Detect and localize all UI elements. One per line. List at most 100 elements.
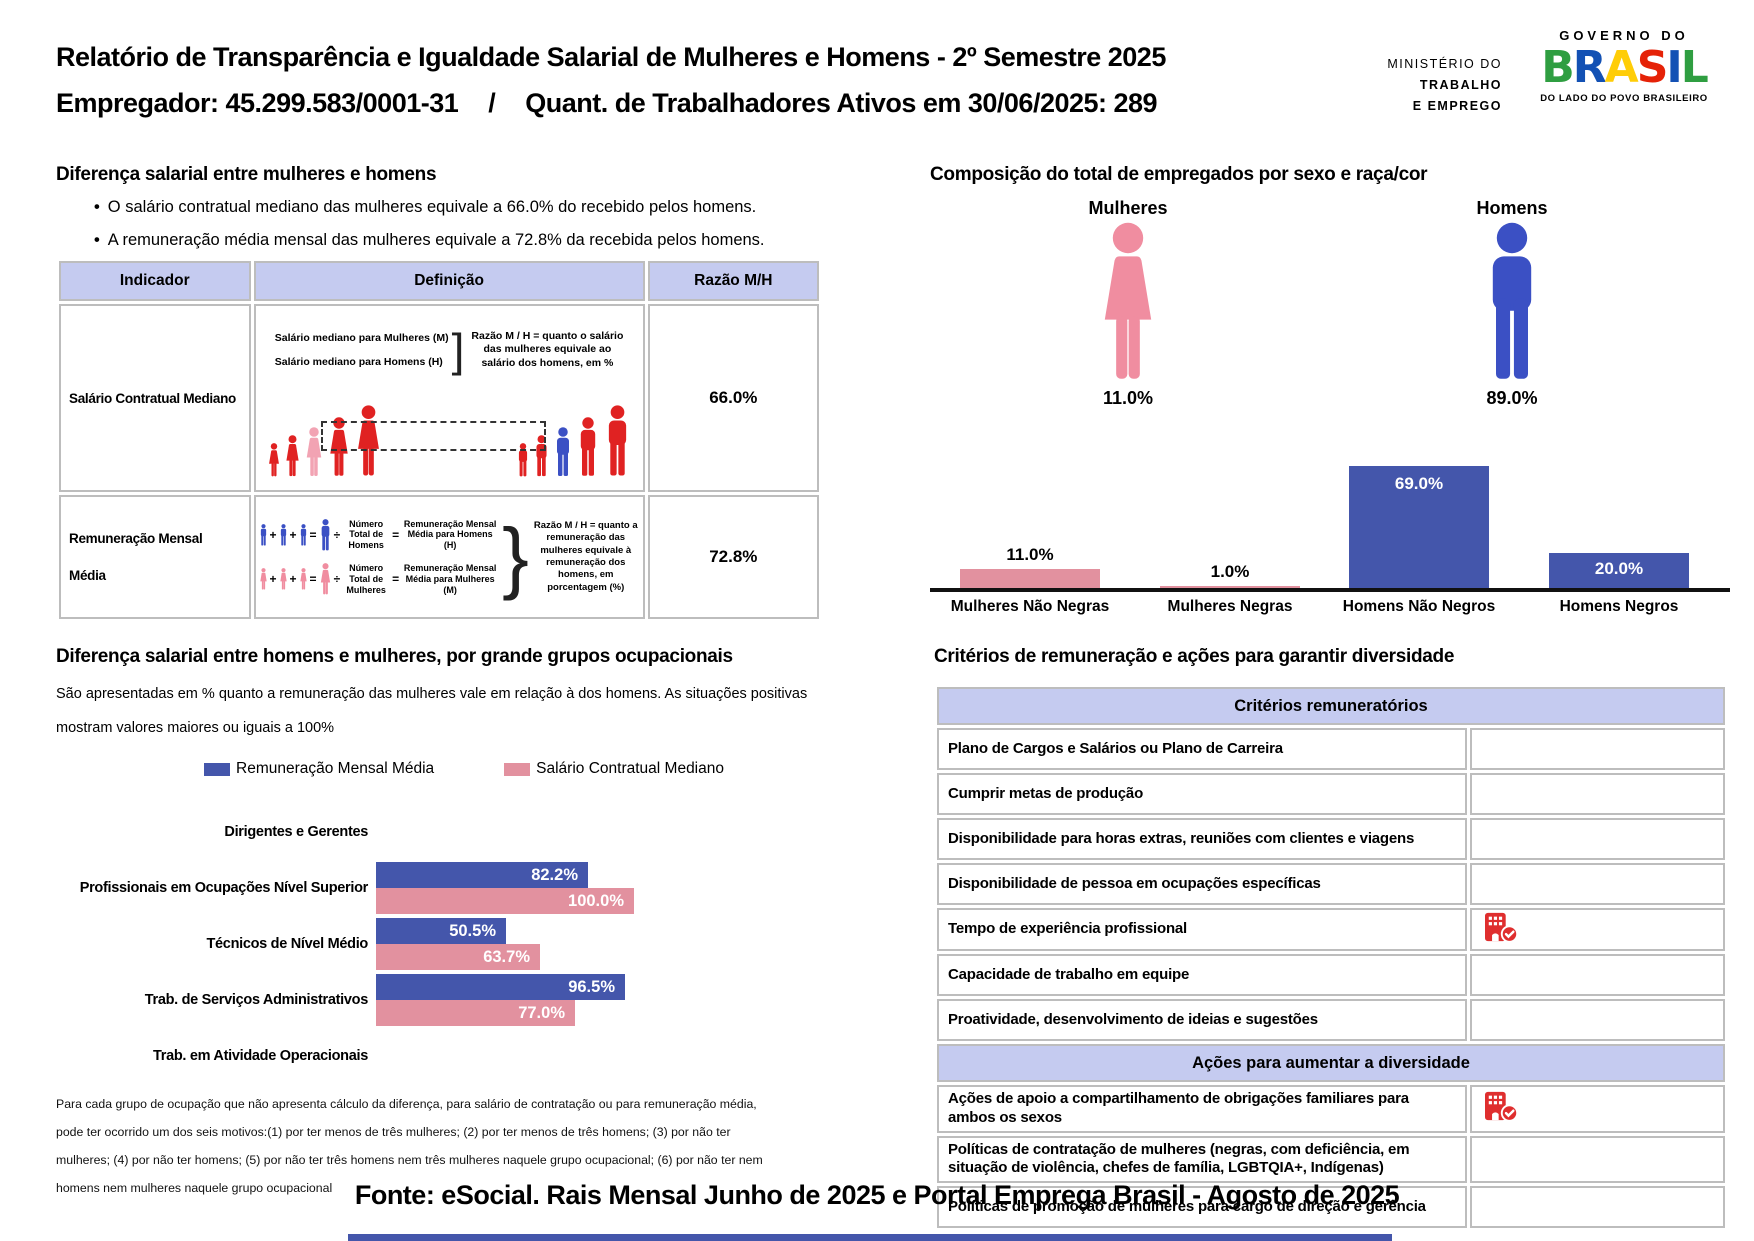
category-label: Homens Negros (1559, 598, 1679, 615)
ratio-definition-note: Razão M / H = quanto a remuneração das m… (533, 519, 638, 593)
indicator-label: Salário Contratual Mediano (59, 304, 251, 492)
bar (1160, 586, 1300, 588)
separator: / (488, 88, 496, 118)
male-person-icon (1492, 222, 1532, 379)
criteria-row: Ações de apoio a compartilhamento de obr… (937, 1085, 1725, 1133)
criteria-row: Proatividade, desenvolvimento de ideias … (937, 999, 1725, 1041)
occupational-subtitle-1: São apresentadas em % quanto a remuneraç… (56, 686, 808, 702)
criteria-row: Disponibilidade de pessoa em ocupações e… (937, 863, 1725, 905)
criteria-title: Critérios de remuneração e ações para ga… (934, 646, 1455, 667)
occupational-title: Diferença salarial entre homens e mulher… (56, 646, 733, 667)
woman-figure-icon (259, 568, 267, 590)
occupation-group-tecnicos: Técnicos de Nível Médio 50.5% 63.7% (56, 916, 826, 972)
bar: 20.0% (1549, 553, 1689, 588)
criteria-check-cell (1470, 863, 1725, 905)
brasil-logo-word: BRASIL (1541, 42, 1709, 93)
ministry-line-1: MINISTÉRIO DO (1387, 57, 1502, 71)
gov-logo-tagline: DO LADO DO POVO BRASILEIRO (1540, 93, 1708, 104)
criteria-row: Disponibilidade para horas extras, reuni… (937, 818, 1725, 860)
woman-figure-icon (320, 563, 330, 595)
legend-swatch-blue (204, 762, 230, 776)
bar-value-label: 1.0% (1210, 562, 1250, 581)
criteria-check-cell (1470, 999, 1725, 1041)
bar-remuneracao-media: 82.2% (376, 862, 588, 888)
men-formula-row: + + = ÷ Número Total de Homens = Remuner… (259, 519, 500, 551)
composition-bar-chart: 11.0% 1.0% 69.0% 20.0% (930, 444, 1730, 592)
legend-remuneracao-media: Remuneração Mensal Média (204, 760, 434, 778)
bar (960, 569, 1100, 588)
occupational-subtitle-2: mostram valores maiores ou iguais a 100% (56, 720, 335, 736)
column-header-indicador: Indicador (59, 261, 251, 301)
criteria-check-cell (1470, 773, 1725, 815)
criteria-check-cell (1470, 908, 1725, 951)
bar-homens-negros: 20.0% (1549, 444, 1689, 588)
active-workers: Quant. de Trabalhadores Ativos em 30/06/… (525, 88, 1158, 118)
governo-do-brasil-logo: GOVERNO DO BRASIL DO LADO DO POVO BRASIL… (1528, 28, 1720, 104)
criteria-check-cell (1470, 1085, 1725, 1133)
woman-figure-icon (299, 568, 307, 590)
category-label: Mulheres Não Negras (950, 598, 1110, 615)
male-group-label: Homens (1476, 198, 1548, 218)
bar: 69.0% (1349, 466, 1489, 588)
criteria-row: Cumprir metas de produção (937, 773, 1725, 815)
source-footer: Fonte: eSocial. Rais Mensal Junho de 202… (354, 1180, 1400, 1210)
column-header-razao: Razão M/H (647, 261, 819, 301)
company-check-icon (1483, 911, 1519, 944)
man-figure-median-icon (556, 427, 569, 476)
women-result-label: Remuneração Mensal Média para Mulheres (… (403, 563, 497, 595)
ratio-value-mean: 72.8% (647, 495, 819, 619)
female-percentage: 11.0% (1102, 388, 1154, 408)
woman-figure-icon (285, 435, 299, 477)
criteria-row: Tempo de experiência profissional (937, 908, 1725, 951)
bar-remuneracao-media: 96.5% (376, 974, 625, 1000)
employer-id: Empregador: 45.299.583/0001-31 (56, 88, 459, 118)
bullet-dot: • (94, 198, 100, 216)
bar-mulheres-negras: 1.0% (1160, 444, 1300, 588)
bar-value-label: 11.0% (1006, 545, 1054, 564)
salary-gap-table: Indicador Definição Razão M/H Salário Co… (56, 258, 822, 622)
company-check-icon (1483, 1090, 1519, 1123)
criteria-check-cell (1470, 954, 1725, 996)
criteria-check-cell (1470, 1186, 1725, 1228)
ratio-definition-note: Razão M / H = quanto o salário das mulhe… (471, 329, 624, 369)
median-dashed-box (320, 421, 546, 451)
ministry-line-2: TRABALHO (1419, 78, 1502, 92)
table-header-row: Indicador Definição Razão M/H (59, 261, 819, 301)
ministry-line-3: E EMPREGO (1412, 99, 1502, 113)
man-figure-icon (260, 523, 266, 546)
woman-figure-icon (268, 443, 279, 477)
woman-figure-icon (279, 568, 287, 590)
occupational-footnote: Para cada grupo de ocupação que não apre… (56, 1097, 763, 1195)
table-row-salario-mediano: Salário Contratual Mediano Salário media… (59, 304, 819, 492)
ministry-logo: MINISTÉRIO DO TRABALHO E EMPREGO (1350, 54, 1502, 117)
criteria-table: Critérios remuneratórios Plano de Cargos… (934, 684, 1728, 1231)
bullet-dot: • (94, 231, 100, 249)
occupation-group-superior: Profissionais em Ocupações Nível Superio… (56, 860, 826, 916)
female-person-icon (1104, 222, 1152, 379)
bracket-glyph: ] (451, 324, 465, 376)
definition-diagram-median: Salário mediano para Mulheres (M) Salári… (253, 304, 645, 492)
salary-gap-title: Diferença salarial entre mulheres e home… (56, 164, 437, 185)
bar-mulheres-nao-negras: 11.0% (960, 444, 1100, 588)
definition-diagram-mean: + + = ÷ Número Total de Homens = Remuner… (253, 495, 645, 619)
legend-swatch-pink (504, 762, 531, 776)
category-label: Homens Não Negros (1342, 598, 1496, 615)
composition-title: Composição do total de empregados por se… (930, 164, 1428, 185)
category-label: Mulheres Negras (1167, 598, 1293, 615)
women-formula-row: + + = ÷ Número Total de Mulheres = Remun… (259, 563, 500, 595)
occupation-group-dirigentes: Dirigentes e Gerentes (224, 823, 368, 840)
legend-salario-mediano: Salário Contratual Mediano (504, 760, 724, 778)
criteria-row: Capacidade de trabalho em equipe (937, 954, 1725, 996)
occupation-group-administrativos: Trab. de Serviços Administrativos 96.5% … (56, 972, 826, 1028)
criteria-section-header-2: Ações para aumentar a diversidade (937, 1044, 1725, 1082)
bar-value-label: 20.0% (1594, 559, 1644, 578)
men-result-label: Remuneração Mensal Média para Homens (H) (403, 518, 497, 551)
male-percentage: 89.0% (1486, 388, 1538, 408)
bar-homens-nao-negros: 69.0% (1349, 444, 1489, 588)
man-figure-icon (300, 523, 306, 546)
criteria-row: Políticas de contratação de mulheres (ne… (937, 1135, 1725, 1183)
female-group-label: Mulheres (1088, 198, 1168, 218)
man-figure-icon (280, 523, 286, 546)
criteria-check-cell (1470, 728, 1725, 770)
criteria-check-cell (1470, 818, 1725, 860)
